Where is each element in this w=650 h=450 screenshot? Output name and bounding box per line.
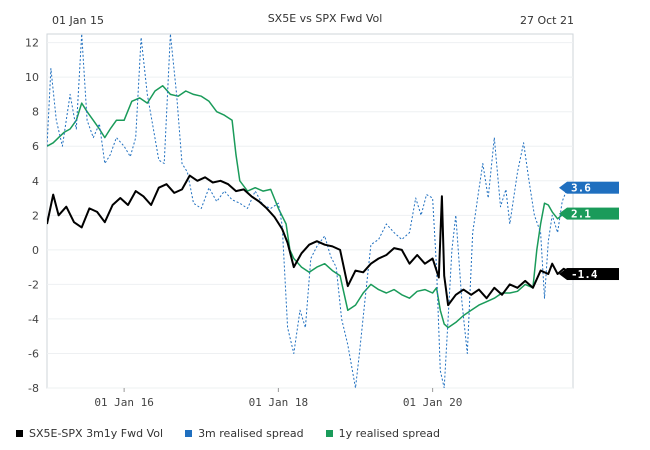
y-tick-label: 6 (32, 140, 39, 153)
x-tick-label: 01 Jan 16 (94, 396, 154, 409)
end-label-pointer (559, 181, 567, 194)
x-tick-label: 01 Jan 18 (249, 396, 309, 409)
legend-label: 3m realised spread (198, 427, 304, 440)
y-tick-label: 4 (32, 175, 39, 188)
y-tick-label: 10 (25, 71, 39, 84)
end-label-1: 3.6 (559, 181, 619, 195)
series-line-1 (47, 34, 573, 388)
end-label-box (567, 207, 619, 220)
series-line-0 (47, 174, 573, 307)
legend-item-fwd-vol[interactable]: SX5E-SPX 3m1y Fwd Vol (16, 427, 163, 440)
plot-area (47, 34, 573, 388)
end-label-text: 3.6 (571, 182, 591, 195)
y-tick-label: -8 (28, 382, 39, 395)
y-gridlines (46, 33, 574, 389)
x-tick-labels: 01 Jan 16 01 Jan 18 01 Jan 20 (94, 388, 462, 409)
x-tick-label: 01 Jan 20 (403, 396, 463, 409)
legend-item-1y-realised[interactable]: 1y realised spread (325, 427, 441, 440)
y-tick-label: -6 (28, 347, 39, 360)
end-label-pointer (559, 268, 567, 281)
y-tick-label: 0 (32, 244, 39, 257)
y-tick-label: -2 (28, 278, 39, 291)
end-label-box (567, 268, 619, 281)
y-tick-label: 12 (25, 37, 39, 50)
end-label-box (567, 181, 619, 194)
y-tick-labels: 12 10 8 6 4 2 0 -2 -4 -6 -8 (25, 37, 39, 395)
legend-label: SX5E-SPX 3m1y Fwd Vol (29, 427, 164, 440)
end-label-2: 2.1 (559, 207, 619, 221)
end-label-pointer (559, 207, 567, 220)
end-value-labels: -1.4 3.6 2.1 (559, 181, 619, 281)
legend-swatch-green (325, 430, 333, 437)
end-label-text: -1.4 (571, 268, 598, 281)
end-date-label: 27 Oct 21 (519, 14, 574, 27)
y-tick-label: 8 (32, 106, 39, 119)
legend-swatch-black (16, 430, 23, 437)
chart-title: SX5E vs SPX Fwd Vol (267, 12, 383, 25)
y-tick-label: -4 (28, 313, 39, 326)
start-date-label: 01 Jan 15 (52, 14, 104, 27)
end-label-0: -1.4 (559, 268, 619, 281)
y-tick-label: 2 (32, 209, 39, 222)
legend-swatch-blue (185, 430, 193, 437)
legend-label: 1y realised spread (338, 427, 441, 440)
end-label-text: 2.1 (571, 208, 591, 221)
legend-item-3m-realised[interactable]: 3m realised spread (185, 427, 304, 440)
legend: SX5E-SPX 3m1y Fwd Vol 3m realised spread… (16, 427, 440, 440)
series-line-2 (47, 85, 573, 329)
plot-frame (46, 33, 574, 389)
